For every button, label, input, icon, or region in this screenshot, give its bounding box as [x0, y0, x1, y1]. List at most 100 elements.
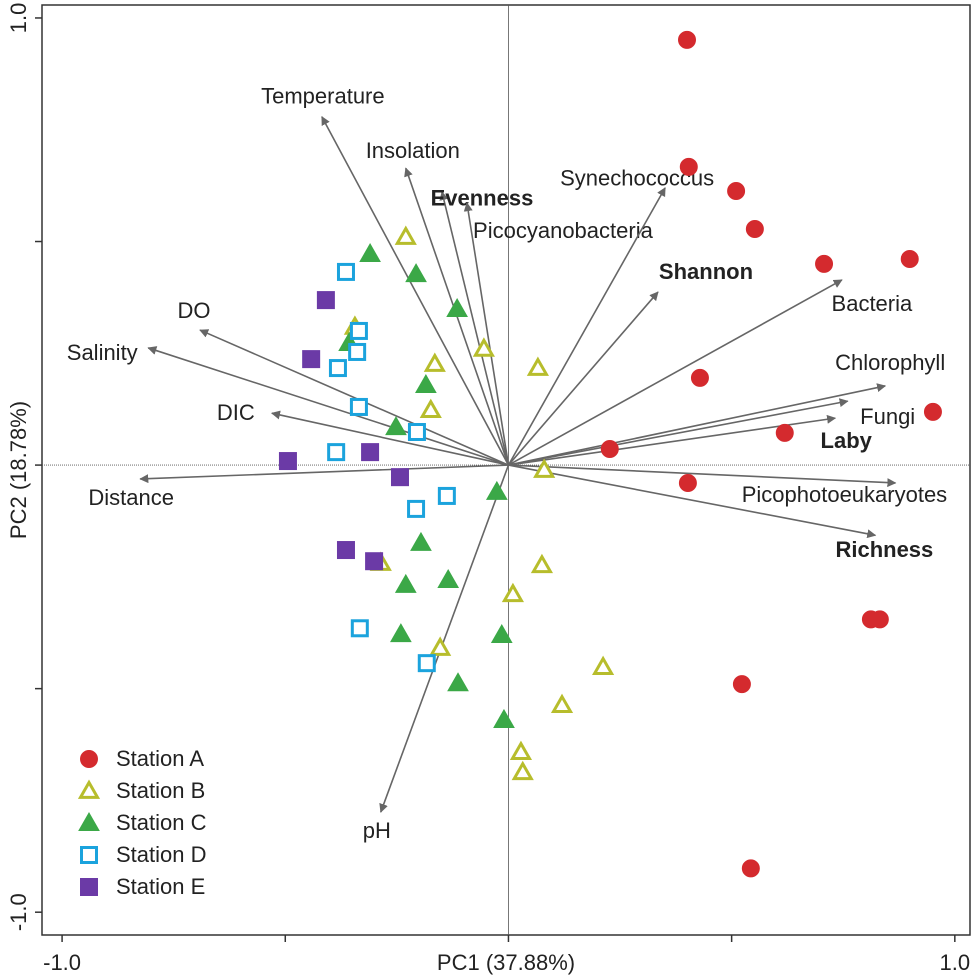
point [490, 623, 513, 643]
point [745, 220, 764, 239]
point [446, 298, 468, 318]
point [405, 263, 427, 283]
loading-label: Bacteria [832, 291, 913, 316]
y-axis-label: PC2 (18.78%) [6, 401, 31, 539]
point [349, 321, 368, 340]
point [678, 473, 697, 492]
point [278, 452, 297, 471]
legend-label: Station D [116, 842, 207, 867]
point [302, 350, 321, 369]
point [530, 553, 554, 574]
point [361, 443, 380, 462]
loading-label: Laby [821, 428, 873, 453]
point [394, 225, 417, 245]
point [437, 568, 460, 588]
point [415, 374, 437, 394]
point [592, 655, 615, 676]
point [679, 157, 698, 176]
legend-label: Station C [116, 810, 207, 835]
point [327, 443, 346, 462]
point [678, 30, 697, 49]
point [336, 262, 355, 281]
plot-frame [41, 4, 971, 936]
legend-marker [80, 878, 98, 896]
x-axis-label: PC1 (37.88%) [437, 950, 575, 975]
loading-label: Insolation [366, 138, 460, 163]
point [417, 654, 436, 673]
point [923, 402, 942, 421]
point [359, 243, 381, 263]
loading-arrow [379, 464, 510, 813]
point [550, 693, 574, 714]
loading-label: Distance [88, 485, 174, 510]
loading-label: Salinity [67, 340, 138, 365]
loading-label: Richness [835, 537, 933, 562]
point [600, 439, 619, 458]
point [485, 480, 508, 500]
point [437, 486, 456, 505]
loading-arrow [139, 464, 509, 484]
legend-label: Station A [116, 746, 204, 771]
loading-arrow [507, 291, 659, 466]
point [423, 352, 446, 372]
point [390, 468, 409, 487]
point [447, 672, 469, 692]
legend-marker [80, 846, 98, 864]
legend-marker [80, 750, 98, 768]
loading-label: pH [363, 818, 391, 843]
point [316, 291, 335, 310]
point [365, 552, 384, 571]
point [419, 398, 442, 418]
point [815, 254, 834, 273]
point [732, 675, 751, 694]
x-tick-label: 1.0 [940, 950, 971, 975]
point [394, 573, 417, 593]
y-tick-label: -1.0 [6, 893, 31, 931]
loading-label: Shannon [659, 259, 753, 284]
legend-label: Station B [116, 778, 205, 803]
loading-arrow [199, 329, 509, 466]
point [900, 249, 919, 268]
loading-label: Temperature [261, 84, 385, 109]
point [472, 337, 495, 357]
legend-label: Station E [116, 874, 205, 899]
point [741, 859, 760, 878]
point [533, 458, 556, 478]
loading-arrow [321, 115, 510, 466]
point [407, 422, 426, 441]
loading-arrow [508, 464, 877, 539]
point [336, 541, 355, 560]
y-tick-label: 1.0 [6, 3, 31, 34]
point [690, 368, 709, 387]
point [775, 423, 794, 442]
point [385, 416, 407, 436]
point [493, 708, 515, 728]
point [509, 740, 533, 761]
loading-arrow [507, 187, 666, 466]
x-tick-label: -1.0 [43, 950, 81, 975]
loading-arrow [508, 464, 897, 488]
point [350, 619, 369, 638]
loading-arrow [508, 398, 849, 466]
loading-arrow [508, 383, 887, 466]
loading-label: Evenness [431, 186, 534, 211]
point [526, 356, 550, 376]
loading-label: Chlorophyll [835, 350, 945, 375]
point [390, 623, 412, 643]
point [328, 359, 347, 378]
loading-arrow [439, 191, 510, 466]
point [870, 610, 889, 629]
loading-label: Picocyanobacteria [473, 218, 654, 243]
loading-label: Fungi [860, 404, 915, 429]
point [410, 531, 432, 551]
loading-arrow [508, 279, 843, 466]
loading-arrow [147, 346, 509, 466]
legend-marker [78, 811, 100, 831]
legend-marker [77, 779, 101, 799]
point [348, 342, 367, 361]
point [511, 760, 534, 781]
loading-label: DIC [217, 400, 255, 425]
point [501, 582, 525, 603]
